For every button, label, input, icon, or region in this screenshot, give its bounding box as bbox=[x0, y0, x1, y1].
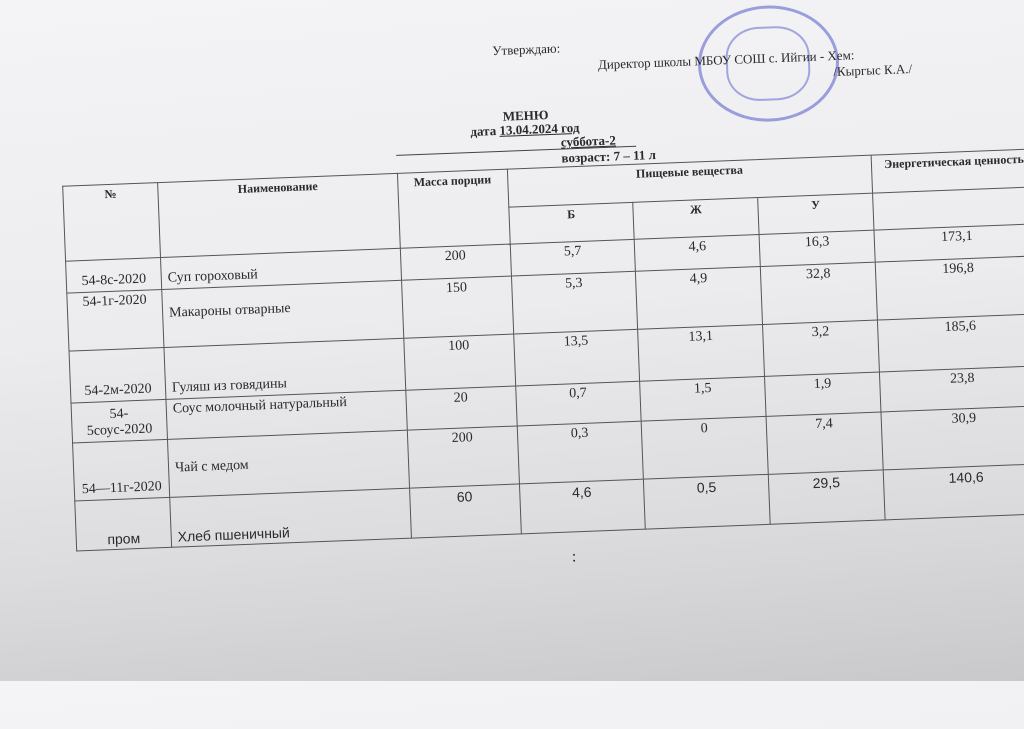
menu-table: № Наименование Масса порции Пищевые веще… bbox=[62, 148, 1024, 551]
row-name: Гуляш из говядины bbox=[163, 338, 406, 400]
row-zh: 1,5 bbox=[640, 376, 767, 422]
row-energy: 185,6 bbox=[877, 313, 1024, 373]
row-num: пром bbox=[74, 497, 172, 551]
row-mass: 200 bbox=[400, 244, 512, 281]
row-mass: 100 bbox=[403, 334, 516, 391]
row-zh: 0,5 bbox=[643, 474, 771, 530]
row-b: 13,5 bbox=[513, 329, 641, 387]
col-mass: Масса порции bbox=[397, 169, 510, 249]
row-u: 16,3 bbox=[759, 230, 876, 267]
row-energy: 30,9 bbox=[881, 405, 1024, 470]
row-u: 32,8 bbox=[760, 262, 878, 325]
row-name: Макароны отварные bbox=[161, 280, 404, 348]
row-energy: 196,8 bbox=[875, 255, 1024, 321]
row-num: 54-8с-2020 bbox=[65, 257, 162, 294]
row-num: 54-2м-2020 bbox=[69, 347, 166, 404]
col-zh: Ж bbox=[633, 197, 760, 240]
row-b: 0,7 bbox=[515, 381, 642, 426]
row-name: Чай с медом bbox=[167, 430, 410, 498]
row-u: 3,2 bbox=[762, 320, 880, 377]
row-u: 29,5 bbox=[768, 469, 886, 525]
row-u: 7,4 bbox=[766, 411, 884, 475]
row-b: 4,6 bbox=[519, 479, 646, 534]
row-zh: 13,1 bbox=[638, 324, 765, 382]
row-zh: 4,9 bbox=[635, 266, 763, 330]
row-b: 5,3 bbox=[511, 271, 639, 335]
col-b: Б bbox=[508, 201, 635, 245]
row-energy: 140,6 bbox=[883, 463, 1024, 520]
col-energy-empty bbox=[872, 186, 1024, 231]
row-name: Хлеб пшеничный bbox=[169, 488, 412, 548]
row-zh: 0 bbox=[641, 416, 769, 480]
row-num: 54-5соус-2020 bbox=[71, 399, 168, 444]
col-energy: Энергетическая ценность bbox=[871, 148, 1024, 193]
row-energy: 23,8 bbox=[879, 365, 1024, 412]
signer-name: /Кыргыс К.А./ bbox=[833, 61, 913, 80]
row-num: 54—11г-2020 bbox=[72, 439, 170, 501]
col-num: № bbox=[62, 182, 161, 262]
row-mass: 150 bbox=[401, 276, 514, 339]
document-sheet: Утверждаю: Директор школы МБОУ СОШ с. Ий… bbox=[11, 0, 1024, 729]
date-label: дата bbox=[470, 123, 497, 140]
row-mass: 200 bbox=[407, 425, 520, 489]
row-mass: 20 bbox=[405, 386, 517, 431]
row-zh: 4,6 bbox=[634, 234, 761, 272]
row-b: 0,3 bbox=[516, 421, 644, 484]
row-num: 54-1г-2020 bbox=[66, 289, 164, 352]
row-u: 1,9 bbox=[764, 372, 882, 417]
row-b: 5,7 bbox=[509, 239, 636, 277]
col-name: Наименование bbox=[157, 173, 401, 258]
col-u: У bbox=[757, 192, 875, 235]
footer-mark: : bbox=[571, 548, 577, 566]
row-mass: 60 bbox=[409, 483, 521, 539]
approve-label: Утверждаю: bbox=[492, 40, 561, 59]
